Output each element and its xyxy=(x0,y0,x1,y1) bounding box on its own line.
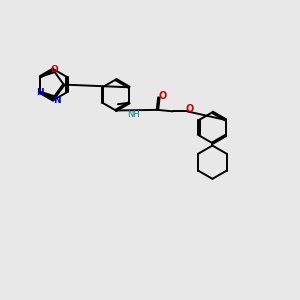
Text: N: N xyxy=(37,88,44,97)
Text: O: O xyxy=(158,91,166,101)
Text: N: N xyxy=(53,96,61,105)
Text: O: O xyxy=(185,104,194,114)
Text: NH: NH xyxy=(127,110,140,118)
Text: O: O xyxy=(51,64,58,74)
